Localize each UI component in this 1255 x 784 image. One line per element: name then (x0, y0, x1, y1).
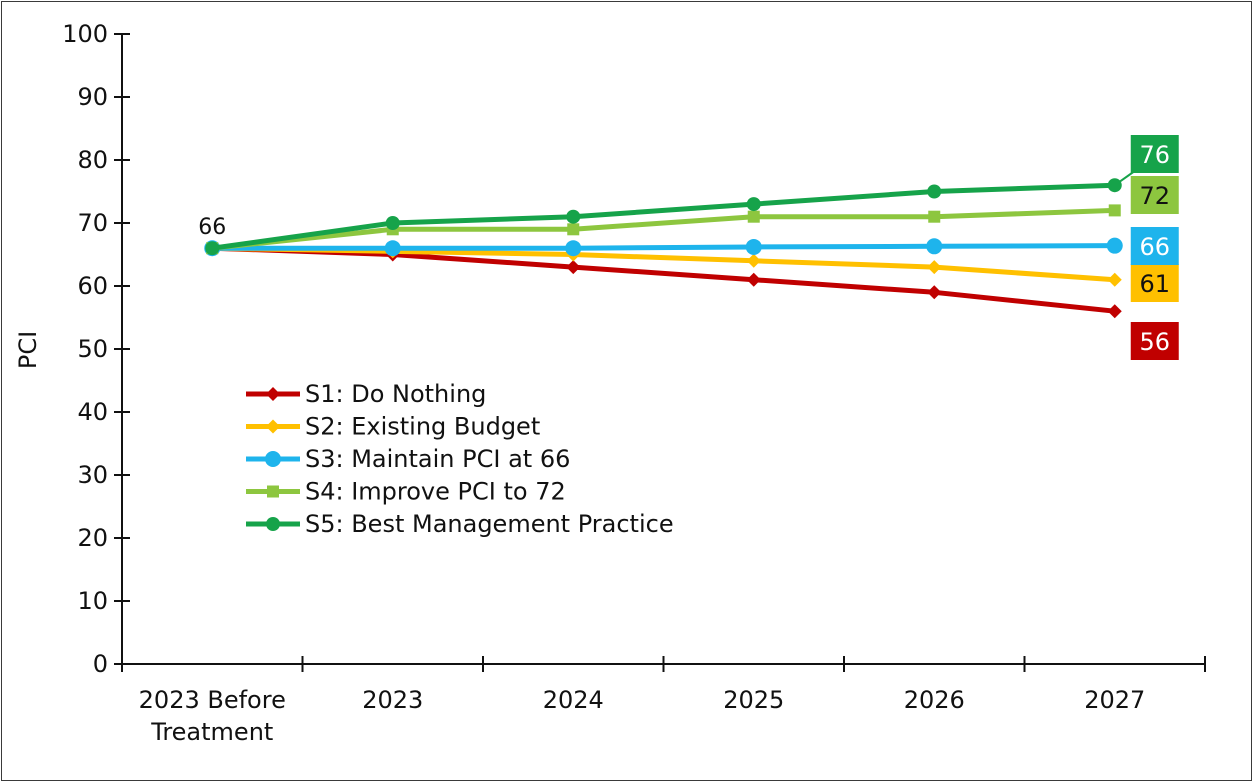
legend-label: S2: Existing Budget (305, 413, 540, 441)
end-label-box (1130, 176, 1179, 214)
y-tick-label: 70 (77, 209, 108, 237)
legend-label: S1: Do Nothing (305, 380, 486, 408)
x-tick-label: 2023 (362, 686, 423, 714)
data-point (746, 197, 761, 212)
series-line (212, 243, 1115, 251)
legend-item-4: S4: Improve PCI to 72 (246, 478, 566, 506)
series-line (211, 207, 1115, 251)
data-point (927, 184, 942, 199)
legend-swatch-marker (265, 451, 281, 467)
y-tick-label: 100 (62, 20, 108, 48)
data-point (567, 223, 580, 236)
data-point (747, 210, 760, 223)
data-point (746, 253, 761, 268)
end-labels: 56 61 66 72 76 (1114, 135, 1179, 360)
data-point (566, 209, 581, 224)
legend-swatch-marker (266, 517, 280, 531)
series-line (212, 245, 1115, 283)
end-label-1: 56 (1130, 322, 1179, 360)
end-label-box (1130, 264, 1179, 302)
x-tick-label: 2025 (723, 686, 784, 714)
legend-item-1: S1: Do Nothing (246, 380, 486, 408)
series-layer: 66 (198, 178, 1123, 319)
x-tick-label: 2023 Before (139, 686, 286, 714)
data-point (927, 285, 942, 300)
axes: 0 10 20 30 40 50 60 70 80 90 100 2023 Before Treatme… (62, 20, 1206, 746)
y-tick-label: 20 (77, 524, 108, 552)
label-leader (1114, 170, 1136, 187)
end-label-text: 61 (1139, 270, 1170, 298)
data-point (1108, 204, 1121, 217)
end-label-3: 66 (1130, 227, 1179, 265)
legend-swatch-marker (267, 485, 279, 498)
x-tick-label: 2026 (904, 686, 965, 714)
data-point (565, 240, 582, 257)
legend-item-3: S3: Maintain PCI at 66 (246, 445, 570, 473)
legend-label: S3: Maintain PCI at 66 (305, 445, 570, 473)
series-line (212, 245, 1116, 314)
data-point (1106, 237, 1123, 254)
legend-item-2: S2: Existing Budget (246, 413, 540, 441)
y-tick-label: 50 (77, 335, 108, 363)
end-label-text: 66 (1139, 233, 1170, 261)
y-tick-label: 30 (77, 461, 108, 489)
data-point (1107, 272, 1122, 287)
data-point (205, 241, 220, 256)
data-point (566, 260, 581, 275)
data-point (384, 240, 401, 257)
x-tick-label: 2024 (543, 686, 604, 714)
end-label-4: 72 (1130, 176, 1179, 214)
end-label-text: 76 (1139, 141, 1170, 169)
legend-swatch-marker (266, 387, 280, 401)
y-axis-label: PCI (14, 331, 42, 369)
legend-swatch-marker (266, 419, 280, 434)
legend: S1: Do Nothing S2: Existing Budget S3: Mai… (246, 380, 674, 538)
end-label-text: 56 (1139, 328, 1170, 356)
y-tick-label: 80 (77, 146, 108, 174)
data-point (746, 272, 761, 287)
legend-item-5: S5: Best Management Practice (246, 510, 674, 538)
x-tick-label: Treatment (150, 718, 273, 746)
data-point (927, 260, 942, 275)
end-label-box (1130, 227, 1179, 265)
end-label-text: 72 (1139, 182, 1170, 210)
data-point (745, 238, 762, 255)
legend-label: S4: Improve PCI to 72 (305, 478, 566, 506)
end-label-5: 76 (1114, 135, 1179, 187)
data-point (928, 210, 941, 223)
legend-label: S5: Best Management Practice (305, 510, 674, 538)
end-label-box (1130, 135, 1179, 173)
data-point (1107, 304, 1122, 319)
data-point (926, 238, 943, 255)
end-label-box (1130, 322, 1179, 360)
x-tick-label: 2027 (1084, 686, 1145, 714)
data-point (385, 216, 400, 230)
y-tick-label: 60 (77, 272, 108, 300)
start-value-label: 66 (198, 215, 226, 240)
end-label-2: 61 (1130, 264, 1179, 302)
y-tick-label: 40 (77, 398, 108, 426)
series-line (211, 182, 1115, 251)
y-tick-label: 90 (77, 83, 108, 111)
y-tick-label: 0 (93, 650, 108, 678)
y-tick-label: 10 (77, 587, 108, 615)
